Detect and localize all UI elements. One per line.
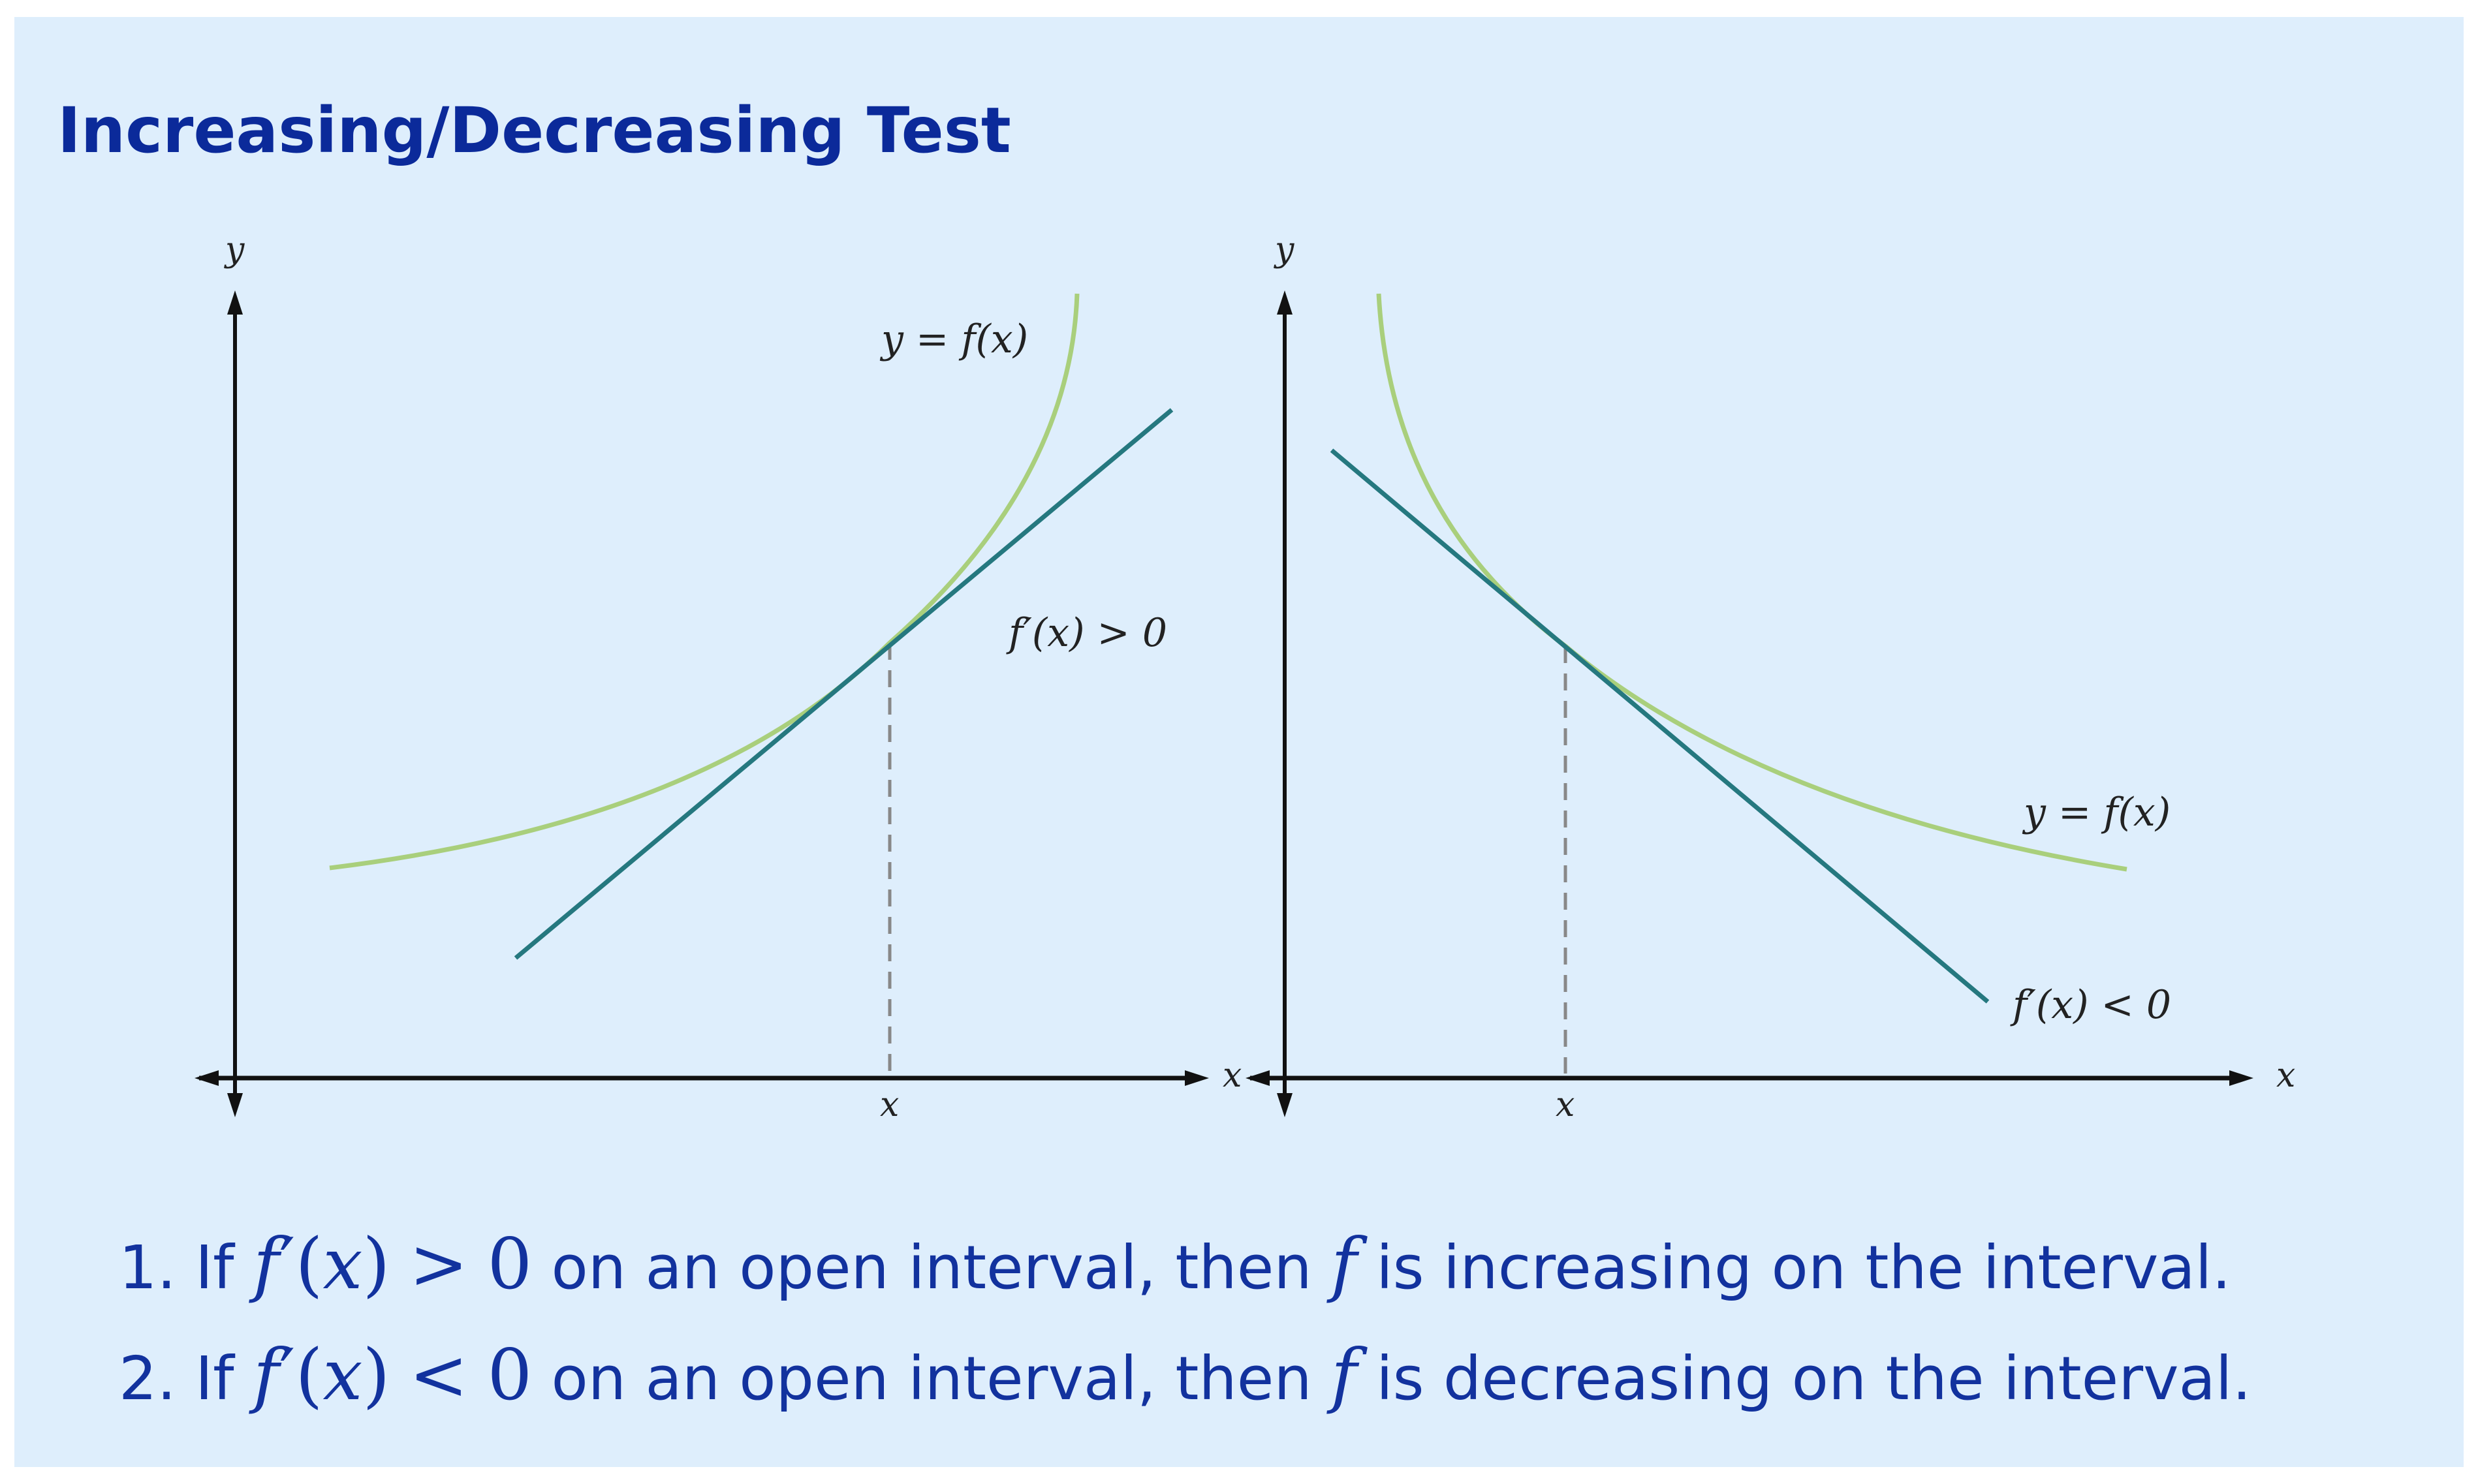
right-tangent-line (1330, 448, 1990, 1004)
left-x-axis-label: x (1223, 1056, 1242, 1095)
rule-suffix: is decreasing on the interval. (1376, 1344, 2251, 1414)
rule-value: 0 (487, 1335, 533, 1416)
right-y-axis-arrow-up (1277, 290, 1293, 315)
rule-relation: > (409, 1224, 469, 1305)
right-y-axis-label: y (1274, 230, 1294, 270)
rule-var: x (322, 1224, 363, 1305)
left-x-tick-label: x (880, 1085, 899, 1124)
rule-prefix: If (195, 1344, 234, 1414)
rule-paren-open: ( (295, 1335, 323, 1416)
left-y-axis-arrow-down (227, 1093, 243, 1117)
rule-middle: on an open interval, then (551, 1233, 1312, 1303)
card-title: Increasing/Decreasing Test (57, 94, 1011, 167)
right-graph: x y x x y = f(x) f′(x) < 0 (1223, 230, 2295, 1124)
right-x-axis-arrow-right (2229, 1070, 2253, 1086)
rule-value: 0 (487, 1224, 533, 1305)
rule-prime: ′ (279, 1335, 296, 1416)
rule-subject: f (1330, 1224, 1357, 1305)
rule-paren-open: ( (295, 1224, 323, 1305)
left-graph: y x y = f(x) f′(x) > 0 (195, 230, 1209, 1124)
rule-var: x (322, 1335, 363, 1416)
left-derivative-label: f′(x) > 0 (1006, 610, 1167, 656)
rule-paren-close: ) (362, 1335, 390, 1416)
rule-increasing: 1. If f′(x) > 0 on an open interval, the… (119, 1224, 2231, 1305)
left-y-axis-arrow-up (227, 290, 243, 315)
right-x-axis-arrow-left (1246, 1070, 1270, 1086)
rule-suffix: is increasing on the interval. (1376, 1233, 2231, 1303)
rule-prime: ′ (279, 1224, 296, 1305)
right-derivative-label: f′(x) < 0 (2010, 982, 2171, 1028)
right-y-axis-arrow-down (1277, 1093, 1293, 1117)
right-x-axis-label: x (2276, 1056, 2295, 1095)
rule-paren-close: ) (362, 1224, 390, 1305)
right-curve-label: y = f(x) (2022, 790, 2171, 835)
left-x-axis-arrow-right (1185, 1070, 1209, 1086)
rule-prefix: If (195, 1233, 234, 1303)
rule-func: f (253, 1224, 279, 1305)
left-curve-label: y = f(x) (879, 317, 1028, 362)
rule-decreasing: 2. If f′(x) < 0 on an open interval, the… (119, 1335, 2251, 1416)
right-x-tick-label: x (1556, 1085, 1575, 1124)
test-card: Increasing/Decreasing Test (14, 17, 2464, 1467)
rule-number: 2. (119, 1344, 176, 1414)
rule-relation: < (409, 1335, 469, 1416)
rule-func: f (253, 1335, 279, 1416)
rule-middle: on an open interval, then (551, 1344, 1312, 1414)
rule-subject: f (1330, 1335, 1357, 1416)
left-x-axis-arrow-left (195, 1070, 219, 1086)
left-y-axis-label: y (224, 230, 245, 270)
left-tangent-line (514, 408, 1174, 960)
rule-number: 1. (119, 1233, 176, 1303)
